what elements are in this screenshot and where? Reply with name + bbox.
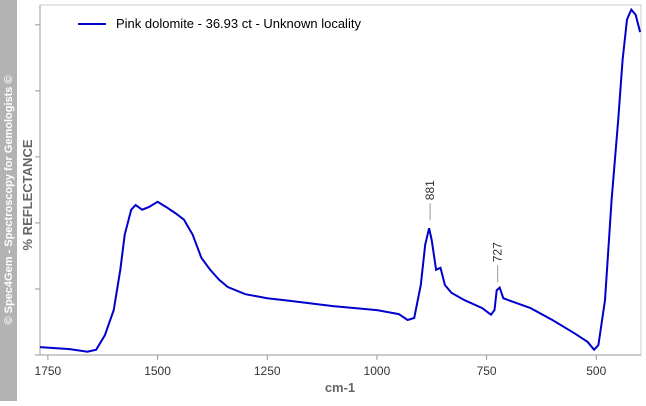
x-tick-label: 1250 [254, 364, 281, 378]
legend-label: Pink dolomite - 36.93 ct - Unknown local… [116, 16, 361, 31]
watermark: © Spec4Gem - Spectroscopy for Gemologist… [3, 75, 15, 324]
spectrum-line [39, 7, 642, 353]
watermark-band [0, 0, 17, 401]
x-tick-label: 1750 [35, 364, 62, 378]
annotation: 727 [491, 242, 505, 262]
plot-frame [39, 4, 642, 356]
x-axis-label: cm-1 [325, 380, 355, 395]
y-axis-label: % REFLECTANCE [20, 139, 35, 250]
x-tick-label: 1500 [144, 364, 171, 378]
annotation: 881 [423, 180, 437, 200]
x-tick-label: 750 [477, 364, 497, 378]
x-tick-label: 1000 [364, 364, 391, 378]
x-tick-label: 500 [586, 364, 606, 378]
